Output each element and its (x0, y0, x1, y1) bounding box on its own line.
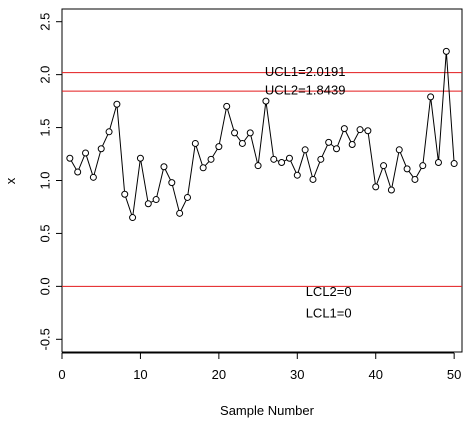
data-point (419, 162, 427, 170)
data-point (89, 173, 97, 181)
data-point (411, 175, 419, 183)
annotation-label: UCL2=1.8439 (265, 83, 346, 98)
x-axis: 0 10 20 30 40 50 (58, 352, 461, 382)
data-point (333, 145, 341, 153)
data-point (270, 155, 278, 163)
data-point (309, 175, 317, 183)
data-point (403, 165, 411, 173)
y-tick-label: 1.5 (37, 119, 52, 137)
annotation-label: LCL2=0 (306, 284, 352, 299)
annotation-label: LCL1=0 (306, 305, 352, 320)
y-axis: -0.5 0.0 0.5 1.0 1.5 2.0 2.5 (37, 13, 62, 350)
data-point (152, 196, 160, 204)
x-tick-label: 40 (368, 367, 382, 382)
y-tick-label: 1.0 (37, 171, 52, 189)
data-point (238, 139, 246, 147)
data-point (325, 138, 333, 146)
data-point (293, 171, 301, 179)
data-point (348, 141, 356, 149)
data-point (82, 149, 90, 157)
data-point (380, 162, 388, 170)
series-line (69, 51, 455, 218)
data-point (301, 146, 309, 154)
data-point (183, 193, 191, 201)
data-point (223, 102, 231, 110)
data-point (121, 190, 129, 198)
x-tick-label: 0 (58, 367, 65, 382)
y-tick-label: 2.0 (37, 66, 52, 84)
data-point (129, 214, 137, 222)
data-point (262, 97, 270, 105)
data-point (144, 200, 152, 208)
control-limit-annotations: UCL1=2.0191 UCL2=1.8439 LCL2=0 LCL1=0 (265, 64, 352, 320)
data-point (442, 47, 450, 55)
data-point (387, 186, 395, 194)
data-point (74, 168, 82, 176)
data-point (434, 159, 442, 167)
data-point (176, 209, 184, 217)
data-point (364, 127, 372, 135)
data-point (317, 155, 325, 163)
y-axis-label: x (3, 177, 18, 184)
data-point (356, 126, 364, 134)
data-point (395, 146, 403, 154)
y-tick-label: 0.0 (37, 277, 52, 295)
y-tick-label: 0.5 (37, 224, 52, 242)
annotation-label: UCL1=2.0191 (265, 64, 346, 79)
data-point (168, 179, 176, 187)
x-tick-label: 10 (133, 367, 147, 382)
data-point (160, 163, 168, 171)
data-point (246, 129, 254, 137)
data-point (105, 128, 113, 136)
x-axis-label: Sample Number (220, 403, 315, 418)
data-point (254, 162, 262, 170)
data-point (231, 129, 239, 137)
data-point (97, 145, 105, 153)
data-point (136, 154, 144, 162)
data-point (199, 164, 207, 172)
data-point (372, 183, 380, 191)
y-tick-label: 2.5 (37, 13, 52, 31)
data-point (285, 154, 293, 162)
series-points (66, 47, 458, 222)
data-point (207, 155, 215, 163)
y-tick-label: -0.5 (37, 328, 52, 350)
data-point (278, 159, 286, 167)
plot-frame (61, 8, 463, 353)
data-point (215, 143, 223, 151)
x-tick-label: 20 (212, 367, 226, 382)
control-limit-lines (62, 72, 462, 287)
x-tick-label: 30 (290, 367, 304, 382)
x-tick-label: 50 (447, 367, 461, 382)
data-point (340, 125, 348, 133)
data-point (450, 160, 458, 168)
data-point (113, 100, 121, 108)
data-point (191, 139, 199, 147)
data-point (66, 154, 74, 162)
data-point (427, 93, 435, 101)
